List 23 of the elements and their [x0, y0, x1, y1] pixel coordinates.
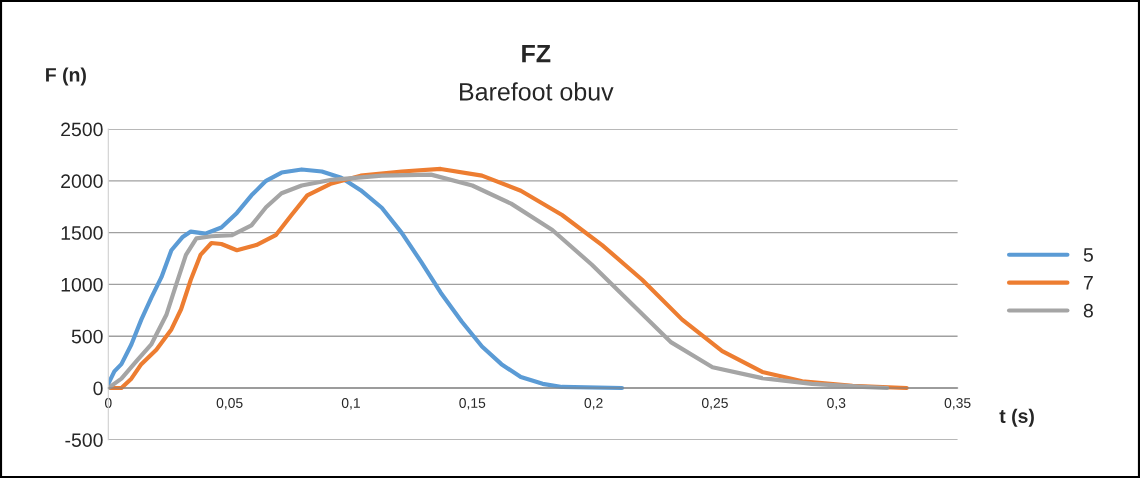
- x-tick-label: 0,2: [584, 398, 603, 410]
- y-tick-label: 500: [71, 329, 103, 344]
- x-tick-label: 0,35: [944, 398, 971, 410]
- y-tick-label: 1000: [61, 277, 103, 292]
- line-series: [108, 167, 625, 391]
- legend-label: 7: [1083, 276, 1093, 290]
- y-tick-label: 2000: [61, 174, 103, 189]
- x-tick-label: 0,25: [701, 398, 728, 410]
- y-tick-label: 2500: [61, 122, 103, 137]
- chart-title: FZ: [522, 44, 551, 63]
- y-tick-label: 1500: [61, 226, 103, 240]
- legend-label: 8: [1083, 303, 1093, 318]
- x-tick-label: 0,15: [459, 398, 486, 410]
- x-tick-label: 0,3: [827, 398, 846, 410]
- y-axis-title: F (n): [46, 67, 86, 86]
- y-tick-label: -500: [65, 433, 103, 447]
- chart-subtitle: Barefoot obuv: [460, 82, 614, 101]
- x-tick-label: 0,1: [341, 398, 360, 410]
- y-tick-label: 0: [93, 381, 103, 396]
- x-tick-label: 0,05: [216, 398, 243, 410]
- x-tick-label: 0: [104, 398, 112, 408]
- legend-label: 5: [1083, 248, 1093, 262]
- x-axis-title: t (s): [999, 408, 1034, 427]
